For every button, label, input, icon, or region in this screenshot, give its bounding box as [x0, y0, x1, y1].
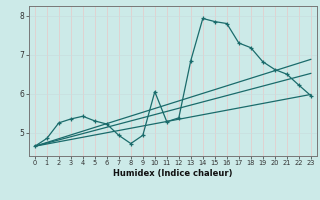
X-axis label: Humidex (Indice chaleur): Humidex (Indice chaleur)	[113, 169, 233, 178]
